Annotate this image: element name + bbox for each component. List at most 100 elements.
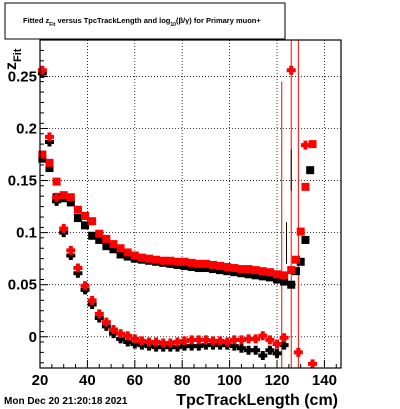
data-point-circle xyxy=(165,338,175,348)
data-point-circle xyxy=(80,281,90,291)
data-point-circle xyxy=(123,337,133,347)
data-point-square xyxy=(81,211,90,220)
data-point-square xyxy=(291,267,300,276)
data-point-circle xyxy=(279,340,289,350)
data-point-square xyxy=(209,265,218,274)
y-tick-label: 0.25 xyxy=(8,68,37,85)
data-point-square xyxy=(296,257,305,266)
data-point-square xyxy=(306,166,315,175)
data-point-square xyxy=(66,193,75,202)
x-tick-label: 60 xyxy=(126,372,143,389)
data-point-circle xyxy=(144,337,154,347)
data-point-circle xyxy=(272,339,282,349)
data-point-square xyxy=(180,261,189,270)
data-point-square xyxy=(45,164,54,173)
data-point-square xyxy=(265,268,274,277)
data-point-square xyxy=(280,277,289,286)
timestamp: Mon Dec 20 21:20:18 2021 xyxy=(4,396,128,407)
data-point-square xyxy=(116,250,125,259)
data-point-square xyxy=(287,266,296,275)
data-point-circle xyxy=(151,337,161,347)
data-point-circle xyxy=(258,351,268,361)
data-point-square xyxy=(38,150,47,159)
data-point-circle xyxy=(137,336,147,346)
data-point-square xyxy=(95,229,104,238)
x-tick-label: 80 xyxy=(174,372,191,389)
data-point-circle xyxy=(229,341,239,351)
data-point-square xyxy=(230,264,239,273)
data-point-square xyxy=(230,268,239,277)
data-point-square xyxy=(130,251,139,260)
data-point-square xyxy=(59,191,68,200)
data-point-circle xyxy=(130,334,140,344)
x-tick-label: 40 xyxy=(79,372,96,389)
data-point-circle xyxy=(116,329,126,339)
data-point-square xyxy=(38,154,47,163)
data-point-square xyxy=(216,261,225,270)
data-point-square xyxy=(180,257,189,266)
data-point-circle xyxy=(66,251,76,261)
data-point-square xyxy=(187,258,196,267)
data-point-circle xyxy=(123,331,133,341)
y-tick-label: 0.05 xyxy=(8,277,37,294)
data-point-square xyxy=(88,217,97,226)
data-point-circle xyxy=(194,335,204,345)
data-point-circle xyxy=(222,337,232,347)
x-tick-label: 20 xyxy=(32,372,49,389)
data-point-circle xyxy=(52,192,62,202)
data-point-circle xyxy=(272,348,282,358)
data-point-square xyxy=(273,275,282,284)
data-point-square xyxy=(308,140,317,149)
grid xyxy=(40,40,341,368)
data-point-square xyxy=(81,221,90,230)
y-axis-label: zFit xyxy=(3,48,24,70)
data-point-square xyxy=(173,257,182,266)
data-point-circle xyxy=(201,335,211,345)
data-point-square xyxy=(237,265,246,274)
data-point-square xyxy=(187,262,196,271)
data-point-square xyxy=(251,266,260,275)
data-point-circle xyxy=(73,268,83,278)
data-point-circle xyxy=(265,345,275,355)
axes: 20 40 60 80 100 120 140 0 0.05 0.1 0.15 0.2 0.25 xyxy=(8,49,337,389)
data-point-square xyxy=(73,205,82,214)
data-point-circle xyxy=(158,338,168,348)
data-point-square xyxy=(95,235,104,244)
data-point-square xyxy=(287,280,296,289)
data-point-circle xyxy=(293,347,303,357)
data-point-square xyxy=(223,267,232,276)
data-point-square xyxy=(45,158,54,167)
data-point-square xyxy=(88,231,97,240)
data-point-square xyxy=(109,245,118,254)
data-point-square xyxy=(116,244,125,253)
x-tick-label: 140 xyxy=(312,372,337,389)
data-point-square xyxy=(209,260,218,269)
data-point-circle xyxy=(59,223,69,233)
data-point-circle xyxy=(251,334,261,344)
data-point-circle xyxy=(251,345,261,355)
data-point-circle xyxy=(180,341,190,351)
data-point-square xyxy=(216,266,225,275)
data-point-square xyxy=(52,177,61,186)
data-point-square xyxy=(301,235,310,244)
y-tick-label: 0 xyxy=(29,329,37,346)
data-point-circle xyxy=(187,341,197,351)
data-point-square xyxy=(66,198,75,207)
data-point-square xyxy=(258,267,267,276)
data-point-circle xyxy=(215,336,225,346)
data-point-square xyxy=(258,272,267,281)
data-point-square xyxy=(244,265,253,274)
x-tick-label: 120 xyxy=(264,372,289,389)
data-point-circle xyxy=(229,335,239,345)
data-point-square xyxy=(237,269,246,278)
data-point-circle xyxy=(94,309,104,319)
data-point-circle xyxy=(37,65,47,75)
x-axis-title: TpcTrackLength (cm) xyxy=(176,392,338,409)
data-point-square xyxy=(194,259,203,268)
data-point-square xyxy=(251,271,260,280)
data-point-square xyxy=(194,264,203,273)
data-point-circle xyxy=(44,137,54,147)
data-point-square xyxy=(102,242,111,251)
data-point-circle xyxy=(87,295,97,305)
data-point-circle xyxy=(244,334,254,344)
